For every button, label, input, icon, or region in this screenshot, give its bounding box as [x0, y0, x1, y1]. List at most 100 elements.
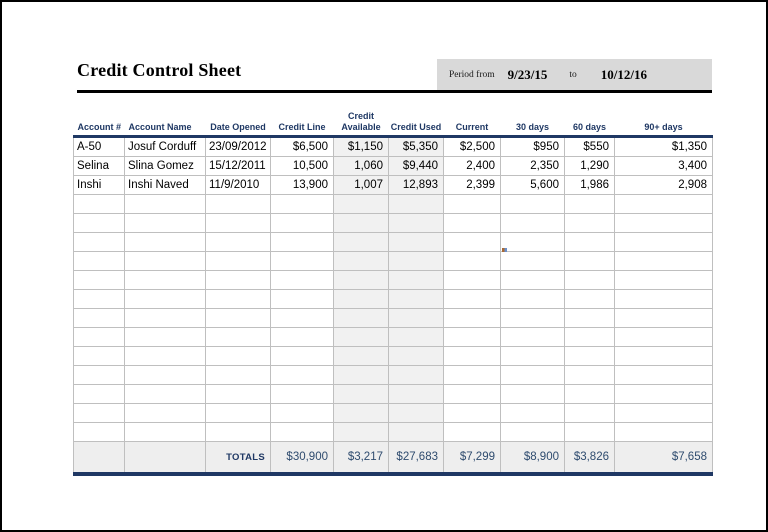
cell-empty-2-90-days[interactable]: [614, 232, 713, 252]
cell-r1-date-opened[interactable]: 15/12/2011: [205, 156, 271, 176]
cell-empty-3-credit-used[interactable]: [388, 251, 444, 271]
cell-empty-3-credit-available[interactable]: [333, 251, 389, 271]
cell-empty-7-30-days[interactable]: [500, 327, 565, 347]
cell-r0-credit-line[interactable]: $6,500: [270, 136, 334, 157]
cell-empty-6-credit-used[interactable]: [388, 308, 444, 328]
cell-empty-7-credit-line[interactable]: [270, 327, 334, 347]
cell-empty-12-date-opened[interactable]: [205, 422, 271, 442]
cell-empty-10-90-days[interactable]: [614, 384, 713, 404]
cell-empty-8-account[interactable]: [73, 346, 125, 366]
period-from-value[interactable]: 9/23/15: [507, 66, 548, 82]
cell-empty-10-30-days[interactable]: [500, 384, 565, 404]
cell-empty-4-90-days[interactable]: [614, 270, 713, 290]
cell-empty-9-credit-line[interactable]: [270, 365, 334, 385]
cell-empty-2-credit-line[interactable]: [270, 232, 334, 252]
cell-empty-3-90-days[interactable]: [614, 251, 713, 271]
cell-empty-6-date-opened[interactable]: [205, 308, 271, 328]
cell-empty-5-account-name[interactable]: [124, 289, 206, 309]
cell-empty-11-account-name[interactable]: [124, 403, 206, 423]
cell-empty-5-60-days[interactable]: [564, 289, 615, 309]
cell-empty-6-credit-line[interactable]: [270, 308, 334, 328]
cell-empty-12-account-name[interactable]: [124, 422, 206, 442]
cell-empty-6-90-days[interactable]: [614, 308, 713, 328]
cell-empty-1-credit-used[interactable]: [388, 213, 444, 233]
cell-r0-90-days[interactable]: $1,350: [614, 136, 713, 157]
cell-empty-3-account[interactable]: [73, 251, 125, 271]
cell-empty-8-credit-available[interactable]: [333, 346, 389, 366]
cell-empty-5-credit-line[interactable]: [270, 289, 334, 309]
total-cell-current[interactable]: $7,299: [443, 441, 501, 476]
cell-empty-0-credit-line[interactable]: [270, 194, 334, 214]
cell-empty-2-date-opened[interactable]: [205, 232, 271, 252]
cell-empty-7-account-name[interactable]: [124, 327, 206, 347]
total-cell-60-days[interactable]: $3,826: [564, 441, 615, 476]
cell-empty-10-credit-line[interactable]: [270, 384, 334, 404]
cell-empty-9-account[interactable]: [73, 365, 125, 385]
cell-empty-5-credit-used[interactable]: [388, 289, 444, 309]
cell-empty-1-current[interactable]: [443, 213, 501, 233]
cell-empty-9-credit-available[interactable]: [333, 365, 389, 385]
cell-empty-11-current[interactable]: [443, 403, 501, 423]
cell-empty-10-account-name[interactable]: [124, 384, 206, 404]
cell-r2-date-opened[interactable]: 11/9/2010: [205, 175, 271, 195]
cell-empty-2-account[interactable]: [73, 232, 125, 252]
cell-empty-0-account-name[interactable]: [124, 194, 206, 214]
cell-empty-8-90-days[interactable]: [614, 346, 713, 366]
cell-empty-4-account[interactable]: [73, 270, 125, 290]
cell-empty-12-credit-used[interactable]: [388, 422, 444, 442]
cell-empty-11-90-days[interactable]: [614, 403, 713, 423]
cell-r0-60-days[interactable]: $550: [564, 136, 615, 157]
cell-empty-2-60-days[interactable]: [564, 232, 615, 252]
total-cell-credit-used[interactable]: $27,683: [388, 441, 444, 476]
cell-r0-credit-used[interactable]: $5,350: [388, 136, 444, 157]
cell-r0-account[interactable]: A-50: [73, 136, 125, 157]
cell-empty-9-90-days[interactable]: [614, 365, 713, 385]
cell-r1-credit-line[interactable]: 10,500: [270, 156, 334, 176]
cell-empty-1-credit-available[interactable]: [333, 213, 389, 233]
cell-r2-account[interactable]: Inshi: [73, 175, 125, 195]
cell-empty-12-current[interactable]: [443, 422, 501, 442]
cell-empty-5-30-days[interactable]: [500, 289, 565, 309]
cell-empty-7-account[interactable]: [73, 327, 125, 347]
cell-empty-12-90-days[interactable]: [614, 422, 713, 442]
cell-empty-10-60-days[interactable]: [564, 384, 615, 404]
cell-empty-3-current[interactable]: [443, 251, 501, 271]
cell-empty-0-60-days[interactable]: [564, 194, 615, 214]
cell-r1-credit-available[interactable]: 1,060: [333, 156, 389, 176]
cell-empty-5-account[interactable]: [73, 289, 125, 309]
cell-r0-current[interactable]: $2,500: [443, 136, 501, 157]
cell-empty-9-credit-used[interactable]: [388, 365, 444, 385]
cell-r0-date-opened[interactable]: 23/09/2012: [205, 136, 271, 157]
cell-empty-9-account-name[interactable]: [124, 365, 206, 385]
total-cell-credit-available[interactable]: $3,217: [333, 441, 389, 476]
cell-empty-2-account-name[interactable]: [124, 232, 206, 252]
cell-empty-2-credit-available[interactable]: [333, 232, 389, 252]
cell-r2-90-days[interactable]: 2,908: [614, 175, 713, 195]
cell-empty-2-current[interactable]: [443, 232, 501, 252]
cell-empty-4-credit-available[interactable]: [333, 270, 389, 290]
cell-empty-8-60-days[interactable]: [564, 346, 615, 366]
total-cell-90-days[interactable]: $7,658: [614, 441, 713, 476]
cell-empty-4-credit-used[interactable]: [388, 270, 444, 290]
cell-empty-1-account[interactable]: [73, 213, 125, 233]
cell-empty-7-current[interactable]: [443, 327, 501, 347]
cell-empty-8-date-opened[interactable]: [205, 346, 271, 366]
cell-r0-30-days[interactable]: $950: [500, 136, 565, 157]
cell-empty-11-credit-available[interactable]: [333, 403, 389, 423]
cell-empty-4-60-days[interactable]: [564, 270, 615, 290]
cell-empty-12-60-days[interactable]: [564, 422, 615, 442]
cell-r0-credit-available[interactable]: $1,150: [333, 136, 389, 157]
cell-r2-credit-available[interactable]: 1,007: [333, 175, 389, 195]
cell-empty-4-account-name[interactable]: [124, 270, 206, 290]
cell-empty-6-current[interactable]: [443, 308, 501, 328]
cell-empty-5-credit-available[interactable]: [333, 289, 389, 309]
cell-empty-8-current[interactable]: [443, 346, 501, 366]
cell-empty-0-credit-available[interactable]: [333, 194, 389, 214]
total-cell-30-days[interactable]: $8,900: [500, 441, 565, 476]
cell-empty-11-credit-line[interactable]: [270, 403, 334, 423]
cell-r1-60-days[interactable]: 1,290: [564, 156, 615, 176]
cell-empty-0-account[interactable]: [73, 194, 125, 214]
cell-empty-7-credit-available[interactable]: [333, 327, 389, 347]
cell-empty-4-date-opened[interactable]: [205, 270, 271, 290]
cell-empty-1-30-days[interactable]: [500, 213, 565, 233]
